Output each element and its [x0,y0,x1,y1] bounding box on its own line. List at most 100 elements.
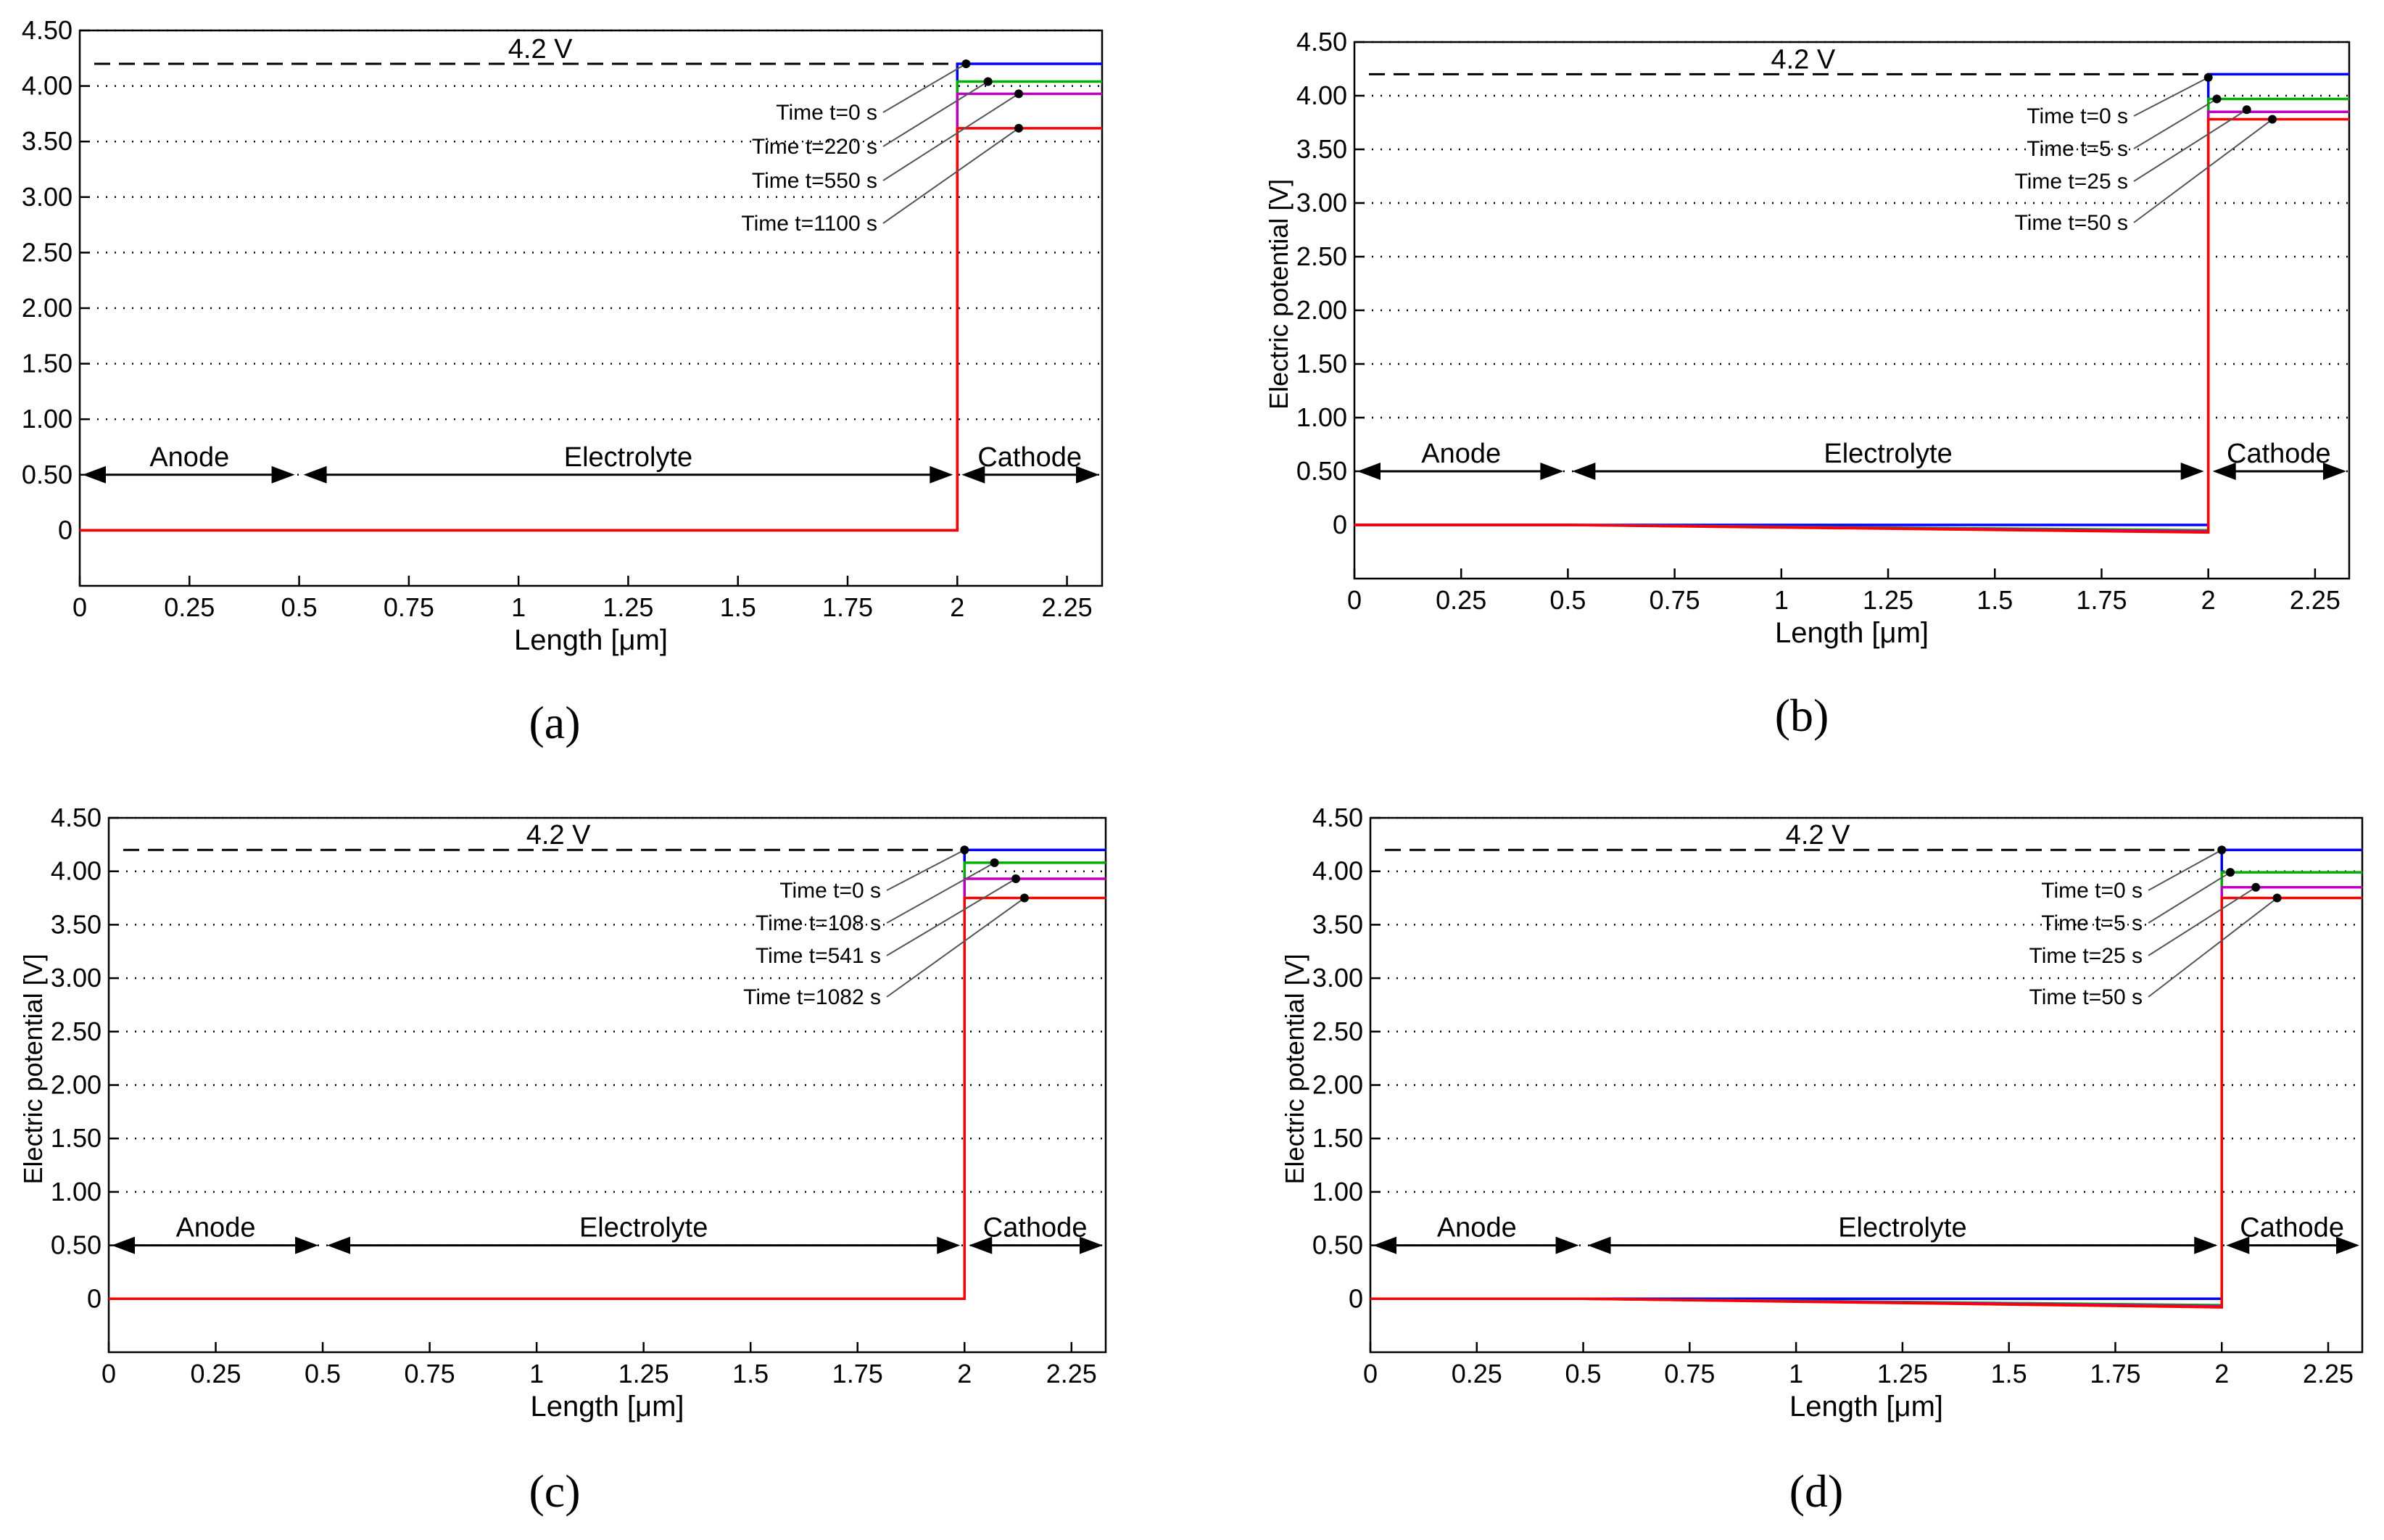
y-tick-label: 2.00 [1296,295,1347,325]
region-arrowhead [961,465,985,484]
y-tick-label: 4.00 [51,856,102,886]
x-axis-label: Length [μm] [1775,617,1929,649]
annotation-marker [961,59,971,68]
series-line [1370,886,2362,1308]
y-tick-label: 2.00 [51,1070,102,1100]
chart-c: 0 0.50 1.00 1.50 2.00 2.50 3.00 3.50 4.00 4.50 0 0.… [18,803,1107,1423]
y-tick-label: 0 [87,1283,102,1313]
region-label-electrolyte: Electrolyte [1838,1213,1966,1243]
y-tick-label: 3.00 [1312,963,1363,993]
series-label: Time t=550 s [752,169,877,193]
y-tick-label: 3.50 [51,909,102,939]
region-arrowhead [1373,1236,1396,1254]
annotation-leader [882,80,989,147]
y-tick-label: 1.50 [1296,349,1347,378]
y-tick-label: 3.50 [1296,134,1347,164]
x-tick-label: 2 [2214,1359,2229,1388]
region-label-cathode: Cathode [2227,439,2331,469]
reference-label: 4.2 V [526,820,591,850]
region-label-anode: Anode [1421,439,1501,469]
region-label-cathode: Cathode [977,442,1082,473]
y-tick-label: 0.50 [51,1230,102,1260]
annotation-leader [2148,849,2222,891]
y-tick-label: 3.00 [51,963,102,993]
annotation-marker [2268,115,2277,124]
annotation-marker [2242,105,2251,115]
x-tick-label: 1.75 [822,592,873,622]
region-arrowhead [2226,1236,2250,1254]
y-tick-label: 4.00 [1296,80,1347,110]
y-tick-label: 4.50 [1312,803,1363,832]
annotation-leader [882,127,1019,224]
annotation-marker [983,77,993,86]
x-tick-label: 0 [102,1359,116,1388]
region-label-anode: Anode [1437,1213,1517,1243]
x-tick-label: 0 [73,592,87,622]
x-tick-label: 0.25 [164,592,215,622]
series-label: Time t=50 s [2029,985,2143,1009]
annotation-marker [1014,89,1024,99]
annotation-leader [882,93,1019,181]
region-arrowhead [930,465,953,484]
reference-label: 4.2 V [508,34,573,65]
x-tick-label: 1.5 [732,1359,769,1388]
annotation-leader [886,849,965,891]
chart-d: 0 0.50 1.00 1.50 2.00 2.50 3.00 3.50 4.00 4.50 0 0.… [1280,803,2364,1423]
y-tick-label: 1.50 [1312,1123,1363,1153]
y-tick-label: 1.00 [51,1177,102,1206]
x-tick-label: 2 [2201,585,2216,615]
x-tick-label: 1.5 [1977,585,2013,615]
annotation-leader [886,897,1025,998]
x-tick-label: 0.5 [1549,585,1586,615]
region-label-anode: Anode [149,442,229,473]
x-tick-label: 1.25 [1877,1359,1928,1388]
series-label: Time t=50 s [2015,211,2128,235]
y-tick-label: 1.00 [22,404,73,434]
annotation-leader [2133,98,2217,149]
x-axis-label: Length [μm] [514,624,668,656]
y-tick-label: 3.00 [22,182,73,212]
region-arrowhead [303,465,327,484]
x-tick-label: 1 [529,1359,544,1388]
series-label: Time t=25 s [2015,170,2128,194]
series-line [109,896,1106,1301]
y-tick-label: 3.50 [1312,909,1363,939]
region-label-electrolyte: Electrolyte [564,442,692,473]
y-tick-label: 4.00 [1312,856,1363,886]
region-arrowhead [295,1236,319,1254]
annotation-marker [2251,882,2261,892]
annotation-leader [886,878,1017,956]
x-tick-label: 0 [1363,1359,1378,1388]
x-tick-label: 2.25 [1046,1359,1097,1388]
series-label: Time t=5 s [2041,911,2143,935]
x-tick-label: 0.5 [281,592,318,622]
x-tick-label: 2 [957,1359,972,1388]
region-arrowhead [2212,463,2236,480]
x-tick-label: 0.75 [384,592,434,622]
annotation-leader [882,63,967,113]
y-tick-label: 3.50 [22,126,73,156]
x-tick-label: 0.25 [1452,1359,1502,1388]
x-tick-label: 1.25 [1863,585,1913,615]
series-label: Time t=541 s [756,944,881,968]
region-label-cathode: Cathode [2240,1213,2344,1243]
annotation-leader [2148,897,2278,998]
annotation-marker [2203,73,2213,82]
x-tick-label: 2 [950,592,964,622]
y-tick-label: 2.00 [22,293,73,323]
y-tick-label: 1.50 [51,1123,102,1153]
x-tick-label: 0.25 [190,1359,241,1388]
series-label: Time t=5 s [2027,137,2128,161]
x-tick-label: 0.5 [305,1359,341,1388]
annotation-leader [2133,109,2248,182]
x-tick-label: 0 [1347,585,1362,615]
x-tick-label: 0.5 [1565,1359,1602,1388]
chart-a: 0 0.50 1.00 1.50 2.00 2.50 3.00 3.50 4.00 4.50 0 0.… [22,15,1104,656]
annotation-leader [2148,886,2256,956]
y-tick-label: 0.50 [1296,456,1347,486]
panel-label-a: (a) [529,697,581,748]
region-arrowhead [1080,1236,1103,1254]
region-arrowhead [2194,1236,2218,1254]
y-tick-label: 0.50 [1312,1230,1363,1260]
